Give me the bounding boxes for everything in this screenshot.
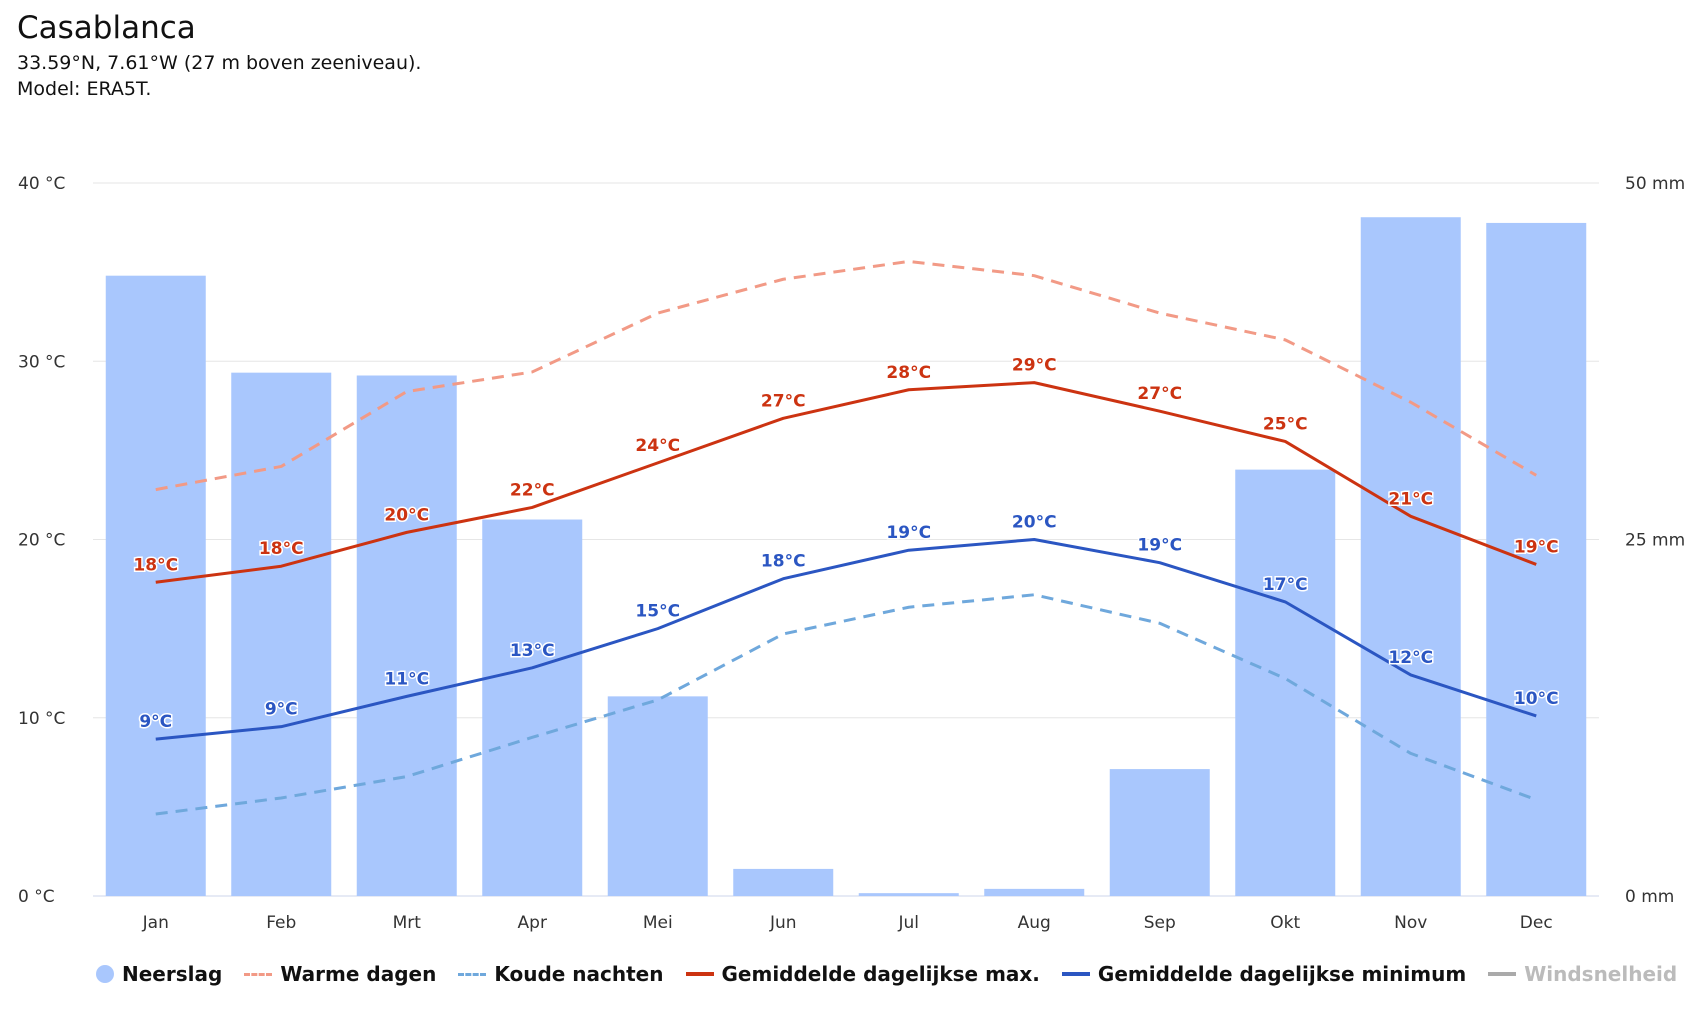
precip-bar bbox=[607, 696, 708, 896]
y-left-tick-label: 0 °C bbox=[18, 887, 55, 907]
data-label: 20°C bbox=[384, 505, 429, 525]
data-label: 28°C bbox=[886, 363, 931, 383]
y-right-tick-label: 25 mm bbox=[1625, 531, 1685, 551]
data-label: 10°C bbox=[1514, 689, 1559, 709]
legend-line-icon bbox=[1061, 972, 1090, 976]
data-label: 24°C bbox=[635, 436, 680, 456]
data-label: 18°C bbox=[133, 555, 178, 575]
x-tick-label: Dec bbox=[1520, 913, 1553, 933]
chart-legend: Neerslag Warme dagen Koude nachten Gemiddel… bbox=[96, 962, 1677, 986]
legend-line-icon bbox=[458, 972, 487, 976]
model-text: Model: ERA5T. bbox=[17, 78, 152, 100]
data-label: 11°C bbox=[384, 669, 429, 689]
precip-bar bbox=[984, 888, 1085, 896]
x-tick-label: Jan bbox=[142, 913, 169, 933]
data-label: 9°C bbox=[139, 712, 172, 732]
data-label: 12°C bbox=[1388, 648, 1433, 668]
series-line-koude-nachten bbox=[155, 593, 1537, 816]
legend-label: Windsnelheid bbox=[1524, 962, 1678, 986]
data-label: 15°C bbox=[635, 602, 680, 622]
legend-label: Gemiddelde dagelijkse max. bbox=[721, 962, 1040, 986]
data-label: 27°C bbox=[761, 391, 806, 411]
legend-item[interactable]: Neerslag bbox=[96, 962, 222, 986]
legend-label: Warme dagen bbox=[280, 962, 437, 986]
y-right-tick-label: 0 mm bbox=[1625, 887, 1674, 907]
series-line-warme-dagen bbox=[155, 259, 1538, 492]
data-label: 18°C bbox=[259, 539, 304, 559]
page-title: Casablanca bbox=[17, 10, 196, 46]
legend-item[interactable]: Warme dagen bbox=[244, 962, 436, 986]
precip-bar bbox=[482, 519, 583, 896]
legend-item[interactable]: Windsnelheid bbox=[1488, 962, 1677, 986]
precip-bar bbox=[733, 868, 834, 896]
data-label: 17°C bbox=[1263, 575, 1308, 595]
data-label: 13°C bbox=[510, 641, 555, 661]
y-left-tick-label: 20 °C bbox=[18, 531, 65, 551]
x-tick-label: Aug bbox=[1018, 913, 1051, 933]
precip-bar bbox=[1109, 769, 1210, 896]
legend-line-icon bbox=[685, 972, 714, 976]
data-label: 20°C bbox=[1012, 513, 1057, 533]
y-right-tick-label: 50 mm bbox=[1625, 174, 1685, 194]
precip-bar bbox=[1360, 217, 1461, 896]
legend-item[interactable]: Gemiddelde dagelijkse minimum bbox=[1061, 962, 1467, 986]
data-label: 21°C bbox=[1388, 489, 1433, 509]
data-label: 19°C bbox=[1137, 536, 1182, 556]
x-tick-label: Nov bbox=[1394, 913, 1427, 933]
legend-item[interactable]: Gemiddelde dagelijkse max. bbox=[685, 962, 1040, 986]
legend-label: Gemiddelde dagelijkse minimum bbox=[1097, 962, 1467, 986]
y-left-tick-label: 10 °C bbox=[18, 709, 65, 729]
precip-bar bbox=[231, 372, 332, 897]
x-tick-label: Feb bbox=[266, 913, 296, 933]
x-tick-label: Jul bbox=[897, 913, 919, 933]
x-tick-label: Mrt bbox=[393, 913, 422, 933]
series-line-gemiddelde-dagelijkse-max- bbox=[155, 381, 1537, 584]
legend-line-icon bbox=[1488, 972, 1517, 976]
precip-bar bbox=[858, 893, 959, 896]
legend-dot-icon bbox=[96, 965, 114, 983]
legend-label: Neerslag bbox=[122, 962, 223, 986]
data-label: 19°C bbox=[886, 523, 931, 543]
data-label: 27°C bbox=[1137, 384, 1182, 404]
precip-bar bbox=[1235, 469, 1336, 896]
data-label: 9°C bbox=[265, 700, 298, 720]
x-tick-label: Mei bbox=[643, 913, 673, 933]
legend-label: Koude nachten bbox=[494, 962, 664, 986]
legend-line-icon bbox=[244, 972, 273, 976]
legend-item[interactable]: Koude nachten bbox=[458, 962, 664, 986]
data-label: 22°C bbox=[510, 480, 555, 500]
x-tick-label: Apr bbox=[518, 913, 547, 933]
data-label: 25°C bbox=[1263, 414, 1308, 434]
data-label: 29°C bbox=[1012, 356, 1057, 376]
precip-bar bbox=[1486, 222, 1587, 897]
data-label: 18°C bbox=[761, 552, 806, 572]
precip-bar bbox=[356, 375, 457, 896]
coordinates-text: 33.59°N, 7.61°W (27 m boven zeeniveau). bbox=[17, 52, 422, 74]
data-label: 19°C bbox=[1514, 537, 1559, 557]
y-left-tick-label: 40 °C bbox=[18, 174, 65, 194]
y-left-tick-label: 30 °C bbox=[18, 352, 65, 372]
x-tick-label: Jun bbox=[769, 913, 797, 933]
precip-bar bbox=[105, 275, 206, 896]
x-tick-label: Okt bbox=[1270, 913, 1300, 933]
x-tick-label: Sep bbox=[1144, 913, 1176, 933]
series-line-gemiddelde-dagelijkse-minimum bbox=[155, 538, 1537, 741]
